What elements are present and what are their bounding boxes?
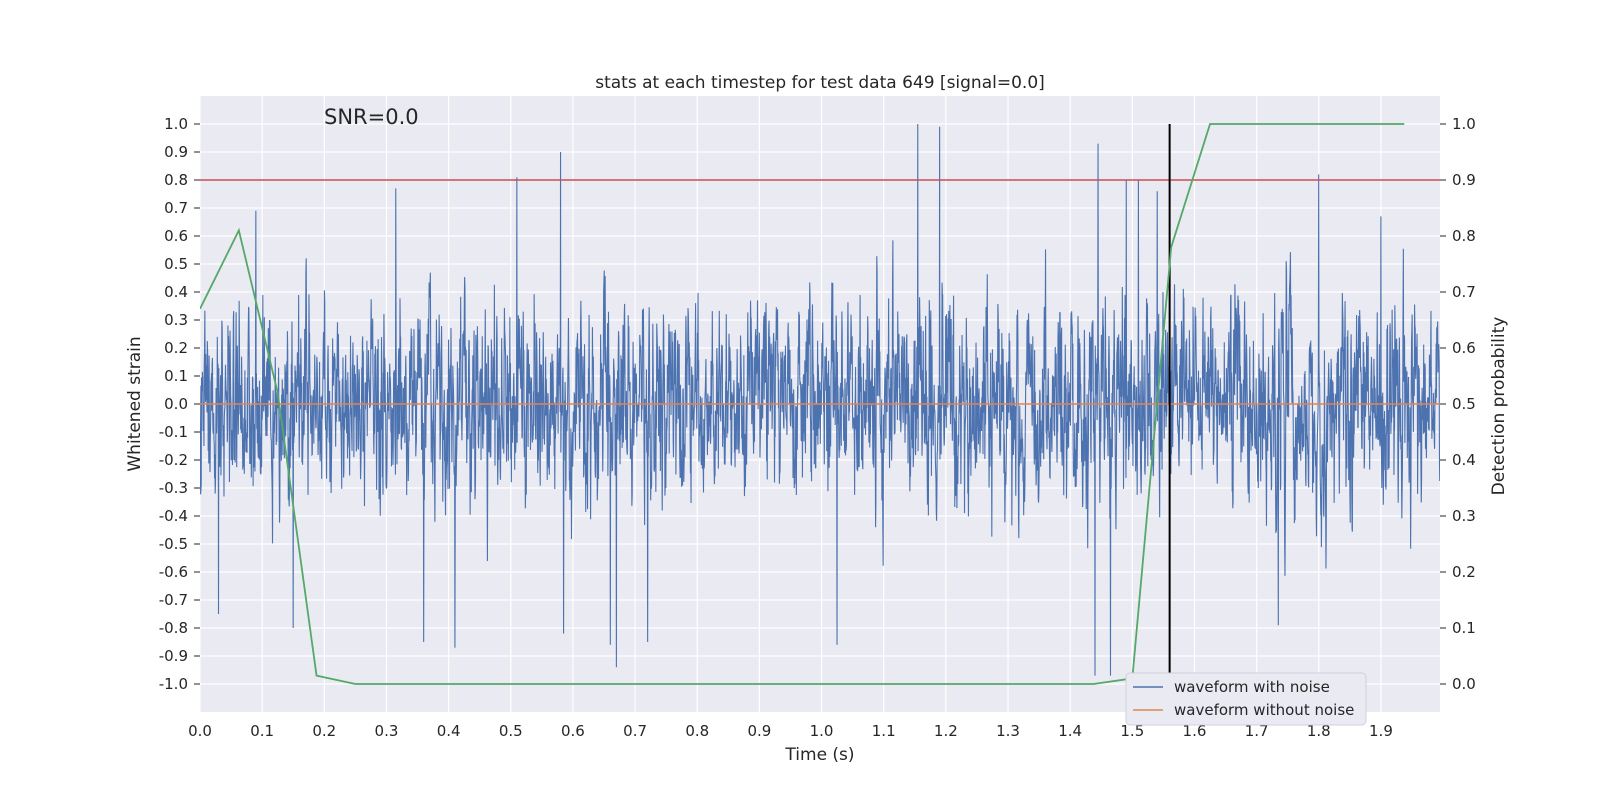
legend-box <box>1125 672 1367 726</box>
x-tick-label: 1.5 <box>1120 722 1144 740</box>
series-detection-probability <box>200 123 1405 685</box>
x-tick-label: 0.1 <box>250 722 274 740</box>
snr-annotation: SNR=0.0 <box>324 105 419 129</box>
x-tick-label: 1.4 <box>1058 722 1082 740</box>
y-tick-label: -0.8 <box>159 619 188 637</box>
legend-label-clean: waveform without noise <box>1174 701 1354 719</box>
y-tick-label: 0.7 <box>164 199 188 217</box>
x-axis-ticks: 0.0 0.1 0.2 0.3 0.4 0.5 0.6 0.7 0.8 0.9 1.0 1.1 1.2 1… <box>188 722 1393 740</box>
series-layer <box>200 123 1440 712</box>
x-tick-label: 1.6 <box>1183 722 1207 740</box>
y2-axis-ticks: 0.0 0.1 0.2 0.3 0.4 0.5 0.6 0.7 0.8 0.9 1.0 <box>1440 115 1476 693</box>
y2-tick-label: 0.2 <box>1452 563 1476 581</box>
y2-tick-label: 1.0 <box>1452 115 1476 133</box>
legend: waveform with noise waveform without noi… <box>1125 672 1367 726</box>
x-tick-label: 1.3 <box>996 722 1020 740</box>
y-tick-label: -0.5 <box>159 535 188 553</box>
x-tick-label: 0.7 <box>623 722 647 740</box>
y-tick-label: 0.1 <box>164 367 188 385</box>
y2-tick-label: 0.5 <box>1452 395 1476 413</box>
y-tick-label: -0.6 <box>159 563 188 581</box>
x-tick-label: 0.3 <box>375 722 399 740</box>
x-tick-label: 0.2 <box>312 722 336 740</box>
y-tick-label: 0.9 <box>164 143 188 161</box>
y-tick-label: 0.6 <box>164 227 188 245</box>
x-tick-label: 1.7 <box>1245 722 1269 740</box>
y-tick-label: -0.7 <box>159 591 188 609</box>
y-axis-ticks: -1.0 -0.9 -0.8 -0.7 -0.6 -0.5 -0.4 -0.3 -0.2 -0.1… <box>159 115 200 693</box>
y-axis-label: Whitened strain <box>125 336 145 471</box>
y2-tick-label: 0.1 <box>1452 619 1476 637</box>
x-tick-label: 0.5 <box>499 722 523 740</box>
x-tick-label: 0.4 <box>437 722 461 740</box>
y2-tick-label: 0.6 <box>1452 339 1476 357</box>
y2-tick-label: 0.9 <box>1452 171 1476 189</box>
y-tick-label: 1.0 <box>164 115 188 133</box>
y-tick-label: 0.5 <box>164 255 188 273</box>
y2-axis-label: Detection probability <box>1489 317 1509 496</box>
y2-tick-label: 0.8 <box>1452 227 1476 245</box>
chart-title: stats at each timestep for test data 649… <box>595 73 1045 93</box>
x-tick-label: 1.0 <box>810 722 834 740</box>
x-tick-label: 1.8 <box>1307 722 1331 740</box>
y2-tick-label: 0.0 <box>1452 675 1476 693</box>
y-tick-label: 0.3 <box>164 311 188 329</box>
y2-tick-label: 0.4 <box>1452 451 1476 469</box>
x-tick-label: 1.1 <box>872 722 896 740</box>
x-tick-label: 0.6 <box>561 722 585 740</box>
y-tick-label: 0.4 <box>164 283 188 301</box>
x-tick-label: 0.0 <box>188 722 212 740</box>
y-tick-label: -0.4 <box>159 507 188 525</box>
y2-tick-label: 0.3 <box>1452 507 1476 525</box>
y-tick-label: -1.0 <box>159 675 188 693</box>
x-tick-label: 1.2 <box>934 722 958 740</box>
y2-tick-label: 0.7 <box>1452 283 1476 301</box>
y-tick-label: -0.9 <box>159 647 188 665</box>
y-tick-label: 0.0 <box>164 395 188 413</box>
legend-label-noisy: waveform with noise <box>1174 678 1330 696</box>
y-tick-label: -0.3 <box>159 479 188 497</box>
series-waveform-with-noise <box>200 123 1440 676</box>
y-tick-label: -0.2 <box>159 451 188 469</box>
x-axis-label: Time (s) <box>784 745 854 765</box>
y-tick-label: 0.8 <box>164 171 188 189</box>
x-tick-label: 0.8 <box>685 722 709 740</box>
x-tick-label: 1.9 <box>1369 722 1393 740</box>
y-tick-label: -0.1 <box>159 423 188 441</box>
x-tick-label: 0.9 <box>747 722 771 740</box>
y-tick-label: 0.2 <box>164 339 188 357</box>
